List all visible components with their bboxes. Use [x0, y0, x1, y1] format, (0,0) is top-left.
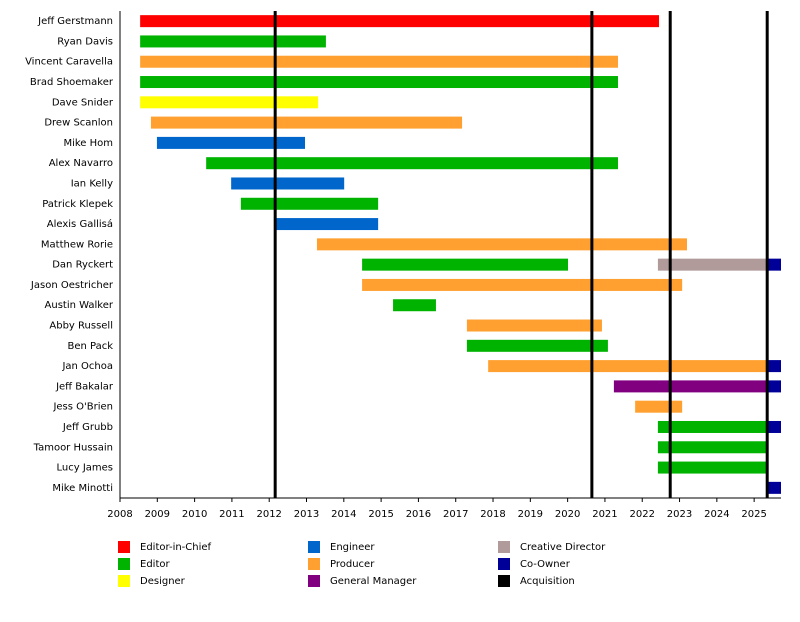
span-bar	[140, 35, 326, 48]
x-tick-label: 2009	[145, 509, 170, 520]
legend-label: Designer	[140, 576, 186, 587]
row-label: Jeff Gerstmann	[37, 16, 113, 27]
span-bar	[657, 441, 768, 454]
row-label: Jess O'Brien	[52, 402, 113, 413]
span-bar	[150, 116, 463, 129]
legend-label: Engineer	[330, 542, 375, 553]
row-label: Ryan Davis	[57, 36, 113, 47]
legend-swatch	[308, 575, 320, 587]
span-bar	[140, 96, 319, 109]
row-label: Austin Walker	[45, 300, 114, 311]
legend-label: Editor	[140, 559, 170, 570]
row-label: Dan Ryckert	[52, 260, 113, 271]
span-bar	[240, 197, 379, 210]
row-label: Dave Snider	[52, 97, 114, 108]
row-label: Ben Pack	[67, 341, 113, 352]
span-bar	[156, 136, 306, 149]
x-tick-label: 2019	[518, 509, 543, 520]
x-tick-label: 2011	[219, 509, 244, 520]
legend-swatch	[118, 575, 130, 587]
row-label: Jason Oestricher	[30, 280, 114, 291]
span-bar	[140, 15, 660, 28]
span-bar	[316, 238, 687, 251]
x-tick-label: 2017	[443, 509, 468, 520]
span-bar	[767, 258, 781, 271]
x-tick-label: 2020	[555, 509, 580, 520]
row-label: Drew Scanlon	[44, 118, 113, 129]
span-bar	[466, 339, 608, 352]
legend-swatch	[118, 541, 130, 553]
legend-swatch	[308, 558, 320, 570]
row-label: Jeff Grubb	[62, 422, 113, 433]
x-tick-label: 2024	[704, 509, 729, 520]
span-bar	[362, 258, 569, 271]
legend-label: General Manager	[330, 576, 417, 587]
legend-swatch	[498, 558, 510, 570]
span-bar	[767, 360, 781, 373]
span-bar	[488, 360, 768, 373]
span-bar	[657, 461, 768, 474]
x-tick-label: 2016	[406, 509, 431, 520]
x-tick-label: 2012	[256, 509, 281, 520]
span-bar	[767, 420, 781, 433]
x-tick-label: 2014	[331, 509, 356, 520]
x-tick-label: 2015	[368, 509, 393, 520]
x-tick-label: 2022	[630, 509, 655, 520]
span-bar	[613, 380, 768, 393]
x-tick-label: 2023	[667, 509, 692, 520]
row-label: Matthew Rorie	[41, 239, 113, 250]
legend-label: Co-Owner	[520, 559, 571, 570]
span-bar	[140, 76, 618, 89]
legend-label: Creative Director	[520, 542, 606, 553]
row-label: Tamoor Hussain	[33, 442, 113, 453]
legend-label: Producer	[330, 559, 375, 570]
legend-swatch	[118, 558, 130, 570]
row-label: Alexis Gallisá	[47, 218, 113, 230]
x-tick-label: 2025	[741, 509, 766, 520]
x-tick-label: 2021	[592, 509, 617, 520]
row-label: Alex Navarro	[49, 158, 113, 169]
span-bar	[657, 420, 768, 433]
row-label: Ian Kelly	[71, 178, 113, 189]
row-label: Mike Minotti	[52, 483, 113, 494]
span-bar	[393, 299, 436, 312]
row-label: Jeff Bakalar	[55, 381, 114, 392]
span-bar	[767, 380, 781, 393]
span-bar	[231, 177, 345, 190]
row-label: Patrick Klepek	[42, 199, 113, 210]
span-bar	[466, 319, 602, 332]
row-label: Lucy James	[56, 463, 113, 474]
span-bar	[767, 481, 781, 494]
row-label: Jan Ochoa	[61, 361, 113, 372]
x-tick-label: 2010	[182, 509, 207, 520]
span-bar	[275, 218, 379, 231]
x-tick-label: 2008	[107, 509, 132, 520]
span-bar	[206, 157, 618, 170]
row-label: Vincent Caravella	[25, 57, 113, 68]
legend-label: Editor-in-Chief	[140, 542, 212, 553]
x-tick-label: 2013	[294, 509, 319, 520]
span-bar	[635, 400, 683, 413]
row-label: Mike Hom	[63, 138, 113, 149]
span-bar	[657, 258, 768, 271]
legend-label: Acquisition	[520, 576, 575, 587]
span-bar	[362, 278, 683, 291]
legend-swatch	[308, 541, 320, 553]
legend-swatch	[498, 575, 510, 587]
row-label: Abby Russell	[49, 321, 113, 332]
legend-swatch	[498, 541, 510, 553]
x-tick-label: 2018	[480, 509, 505, 520]
row-label: Brad Shoemaker	[30, 77, 114, 88]
span-bar	[140, 55, 618, 68]
